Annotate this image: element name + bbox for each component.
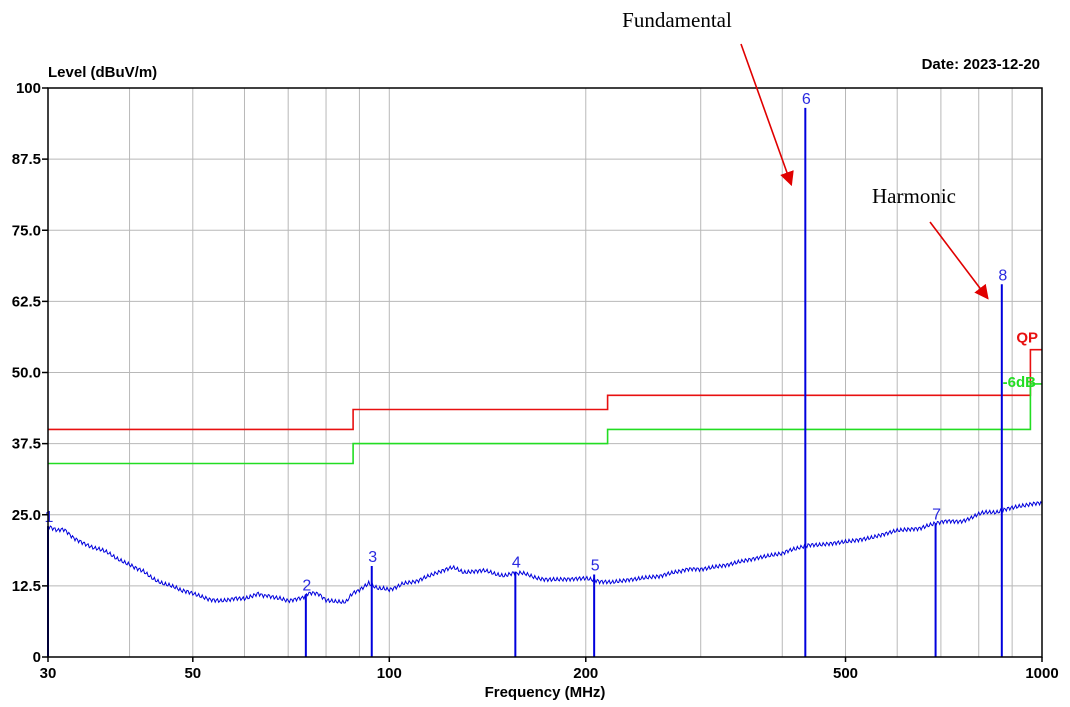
y-tick-label: 62.5: [12, 293, 41, 310]
x-axis-title: Frequency (MHz): [485, 684, 606, 701]
annotation-harmonic: Harmonic: [872, 184, 956, 208]
marker-label: 1: [45, 509, 54, 526]
x-tick-label: 500: [833, 665, 858, 682]
y-tick-label: 0: [33, 649, 41, 666]
marker-label: 3: [368, 549, 377, 566]
marker-label: 4: [512, 555, 521, 572]
series-line--6db: [48, 383, 1042, 465]
annotation-fundamental: Fundamental: [622, 8, 732, 32]
x-tick-label: 100: [377, 665, 402, 682]
y-tick-label: 50.0: [12, 365, 41, 382]
marker-label: 7: [932, 506, 941, 523]
y-tick-label: 12.5: [12, 578, 41, 595]
marker-label: 2: [302, 577, 311, 594]
y-tick-label: 37.5: [12, 436, 41, 453]
y-axis-title: Level (dBuV/m): [48, 64, 157, 81]
series-line-trace-2: [47, 500, 1043, 605]
series-line-qp: [48, 348, 1042, 431]
x-tick-label: 1000: [1025, 665, 1058, 682]
y-tick-label: 25.0: [12, 507, 41, 524]
marker-label: 8: [998, 267, 1007, 284]
y-tick-label: 100: [16, 80, 41, 97]
marker-label: 5: [591, 557, 600, 574]
y-tick-label: 87.5: [12, 151, 41, 168]
x-tick-label: 200: [573, 665, 598, 682]
limit-label-qp: QP: [1016, 330, 1038, 347]
y-tick-label: 75.0: [12, 222, 41, 239]
annotation-arrow: [929, 221, 989, 300]
date-label: Date: 2023-12-20: [922, 56, 1040, 73]
marker-label: 6: [802, 91, 811, 108]
limit-label-6db: -6dB: [1003, 374, 1037, 391]
annotation-arrow: [740, 43, 794, 187]
x-tick-label: 30: [40, 665, 57, 682]
x-tick-label: 50: [184, 665, 201, 682]
